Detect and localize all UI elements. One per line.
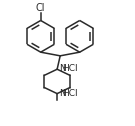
Text: N: N <box>59 88 66 98</box>
Text: HCl: HCl <box>63 64 78 73</box>
Text: Cl: Cl <box>35 3 45 13</box>
Text: N: N <box>59 64 66 73</box>
Text: HCl: HCl <box>62 88 78 98</box>
